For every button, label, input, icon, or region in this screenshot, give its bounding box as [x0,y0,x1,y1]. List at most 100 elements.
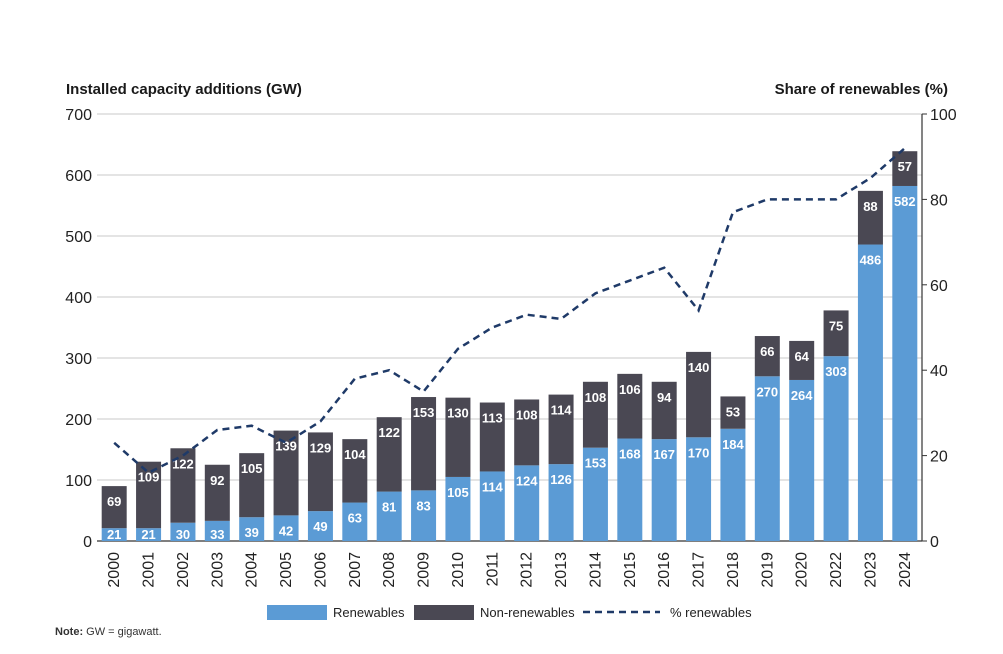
x-tick-label: 2009 [416,552,433,588]
label-non-renewables: 113 [482,411,503,426]
bar-renewables [720,428,746,541]
label-non-renewables: 106 [619,382,641,397]
bar-non-renewables [892,151,918,186]
x-tick-label: 2008 [381,552,398,588]
y-right-tick-label: 40 [930,363,948,380]
bar-renewables [204,520,230,541]
bar-non-renewables [342,439,368,503]
y-left-tick-label: 0 [83,534,92,551]
bar-renewables [170,522,196,541]
x-tick-label: 2018 [725,552,742,588]
y-right-tick-label: 20 [930,449,948,466]
label-renewables: 114 [482,479,504,494]
y-left-tick-label: 700 [65,107,92,124]
note: Note: GW = gigawatt. [55,626,162,638]
bar-non-renewables [686,351,712,438]
x-tick-label: 2019 [759,552,776,588]
bar-non-renewables [514,399,540,466]
x-tick-label: 2004 [244,552,261,588]
y-right-tick-label: 0 [930,534,939,551]
bars [101,151,918,542]
bar-renewables [342,502,368,541]
x-tick-label: 2013 [553,552,570,588]
label-non-renewables: 88 [863,199,877,214]
label-renewables: 303 [825,364,847,379]
label-renewables: 49 [313,519,327,534]
label-renewables: 30 [176,527,190,542]
label-non-renewables: 57 [898,159,912,174]
bar-non-renewables [582,381,608,448]
label-renewables: 126 [550,472,572,487]
x-tick-label: 2011 [484,552,501,587]
x-tick-label: 2005 [278,552,295,588]
legend-swatch-non-renewables [414,605,474,620]
bar-non-renewables [411,397,437,491]
x-tick-label: 2012 [519,552,536,588]
label-renewables: 21 [141,527,155,542]
label-renewables: 170 [688,445,710,460]
label-renewables: 83 [416,498,430,513]
label-non-renewables: 104 [344,447,366,462]
label-non-renewables: 108 [585,390,607,405]
legend: Renewables Non-renewables % renewables [267,605,752,620]
note-label: Note: [55,626,84,638]
bar-non-renewables [204,464,230,521]
bar-renewables [789,379,815,541]
bar-non-renewables [445,397,471,477]
bar-non-renewables [273,430,299,516]
label-renewables: 168 [619,447,641,462]
bar-renewables [754,376,780,541]
bar-renewables [101,528,127,541]
label-non-renewables: 75 [829,318,843,333]
label-non-renewables: 153 [413,405,435,420]
bar-renewables [857,244,883,542]
x-tick-label: 2007 [347,552,364,588]
legend-label-line: % renewables [670,605,752,620]
x-tick-label: 2015 [622,552,639,588]
label-non-renewables: 66 [760,344,774,359]
label-renewables: 270 [756,384,778,399]
axes: 0 100 200 300 400 500 600 700 0 20 40 60 80 100 2000 20… [65,107,957,588]
label-renewables: 486 [860,253,882,268]
bar-non-renewables [789,340,815,380]
x-tick-label: 2016 [656,552,673,588]
bar-renewables [411,490,437,541]
x-tick-label: 2010 [450,552,467,588]
y-left-tick-label: 200 [65,412,92,429]
label-renewables: 81 [382,500,396,515]
x-tick-label: 2014 [587,552,604,588]
bar-renewables [239,517,265,541]
bar-renewables [582,447,608,541]
y-left-tick-label: 300 [65,351,92,368]
bar-non-renewables [617,373,643,439]
bar-renewables [651,439,677,541]
y-right-tick-label: 100 [930,107,957,124]
x-tick-label: 2006 [312,552,329,588]
bar-renewables [479,471,505,541]
label-non-renewables: 130 [447,406,469,421]
label-renewables: 167 [653,447,675,462]
label-renewables: 124 [516,473,538,488]
label-non-renewables: 122 [172,456,194,471]
label-renewables: 184 [722,437,744,452]
bar-renewables [376,491,402,541]
label-non-renewables: 64 [794,349,809,364]
bar-non-renewables [754,336,780,377]
y-left-tick-label: 400 [65,290,92,307]
label-renewables: 264 [791,388,813,403]
label-non-renewables: 114 [551,403,573,418]
legend-label-non-renewables: Non-renewables [480,605,575,620]
gridlines [97,113,922,542]
left-axis-title: Installed capacity additions (GW) [66,81,302,98]
bar-non-renewables [651,381,677,440]
bar-non-renewables [857,190,883,245]
label-non-renewables: 139 [275,439,297,454]
label-renewables: 33 [210,527,224,542]
label-non-renewables: 109 [138,470,160,485]
bar-non-renewables [823,310,849,357]
bar-non-renewables [136,461,162,529]
y-left-tick-label: 100 [65,473,92,490]
label-non-renewables: 122 [378,425,400,440]
x-tick-label: 2022 [828,552,845,588]
